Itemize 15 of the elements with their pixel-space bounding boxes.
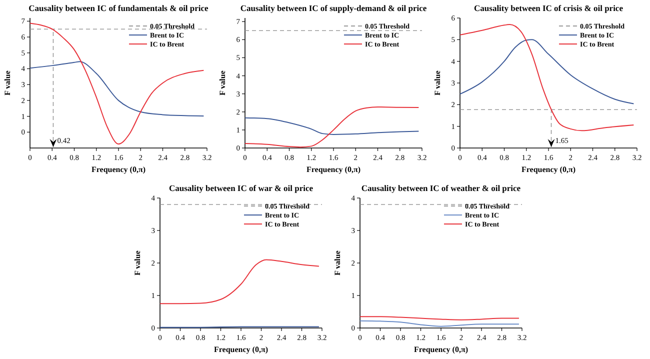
x-axis-title: Frequency (0,π)	[214, 345, 268, 354]
x-axis-title: Frequency (0,π)	[414, 345, 468, 354]
chart-title: Causality between IC of supply-demand & oil price	[240, 3, 427, 13]
y-axis-title: F value	[133, 250, 142, 276]
chart-title: Causality between IC of war & oil price	[168, 183, 314, 193]
y-axis-title: F value	[433, 70, 442, 96]
chart-title: Causality between IC of crisis & oil price	[474, 3, 624, 13]
x-axis-title: Frequency (0,π)	[521, 165, 576, 174]
chart-title: Causality between IC of fundamentals & oil price	[28, 3, 209, 13]
y-axis-title: F value	[3, 70, 12, 96]
y-axis-title: F value	[333, 250, 342, 276]
x-axis-title: Frequency (0,π)	[91, 165, 146, 174]
y-axis-title: F value	[218, 70, 227, 96]
chart-title: Causality between IC of weather & oil price	[361, 183, 521, 193]
x-axis-title: Frequency (0,π)	[306, 165, 361, 174]
